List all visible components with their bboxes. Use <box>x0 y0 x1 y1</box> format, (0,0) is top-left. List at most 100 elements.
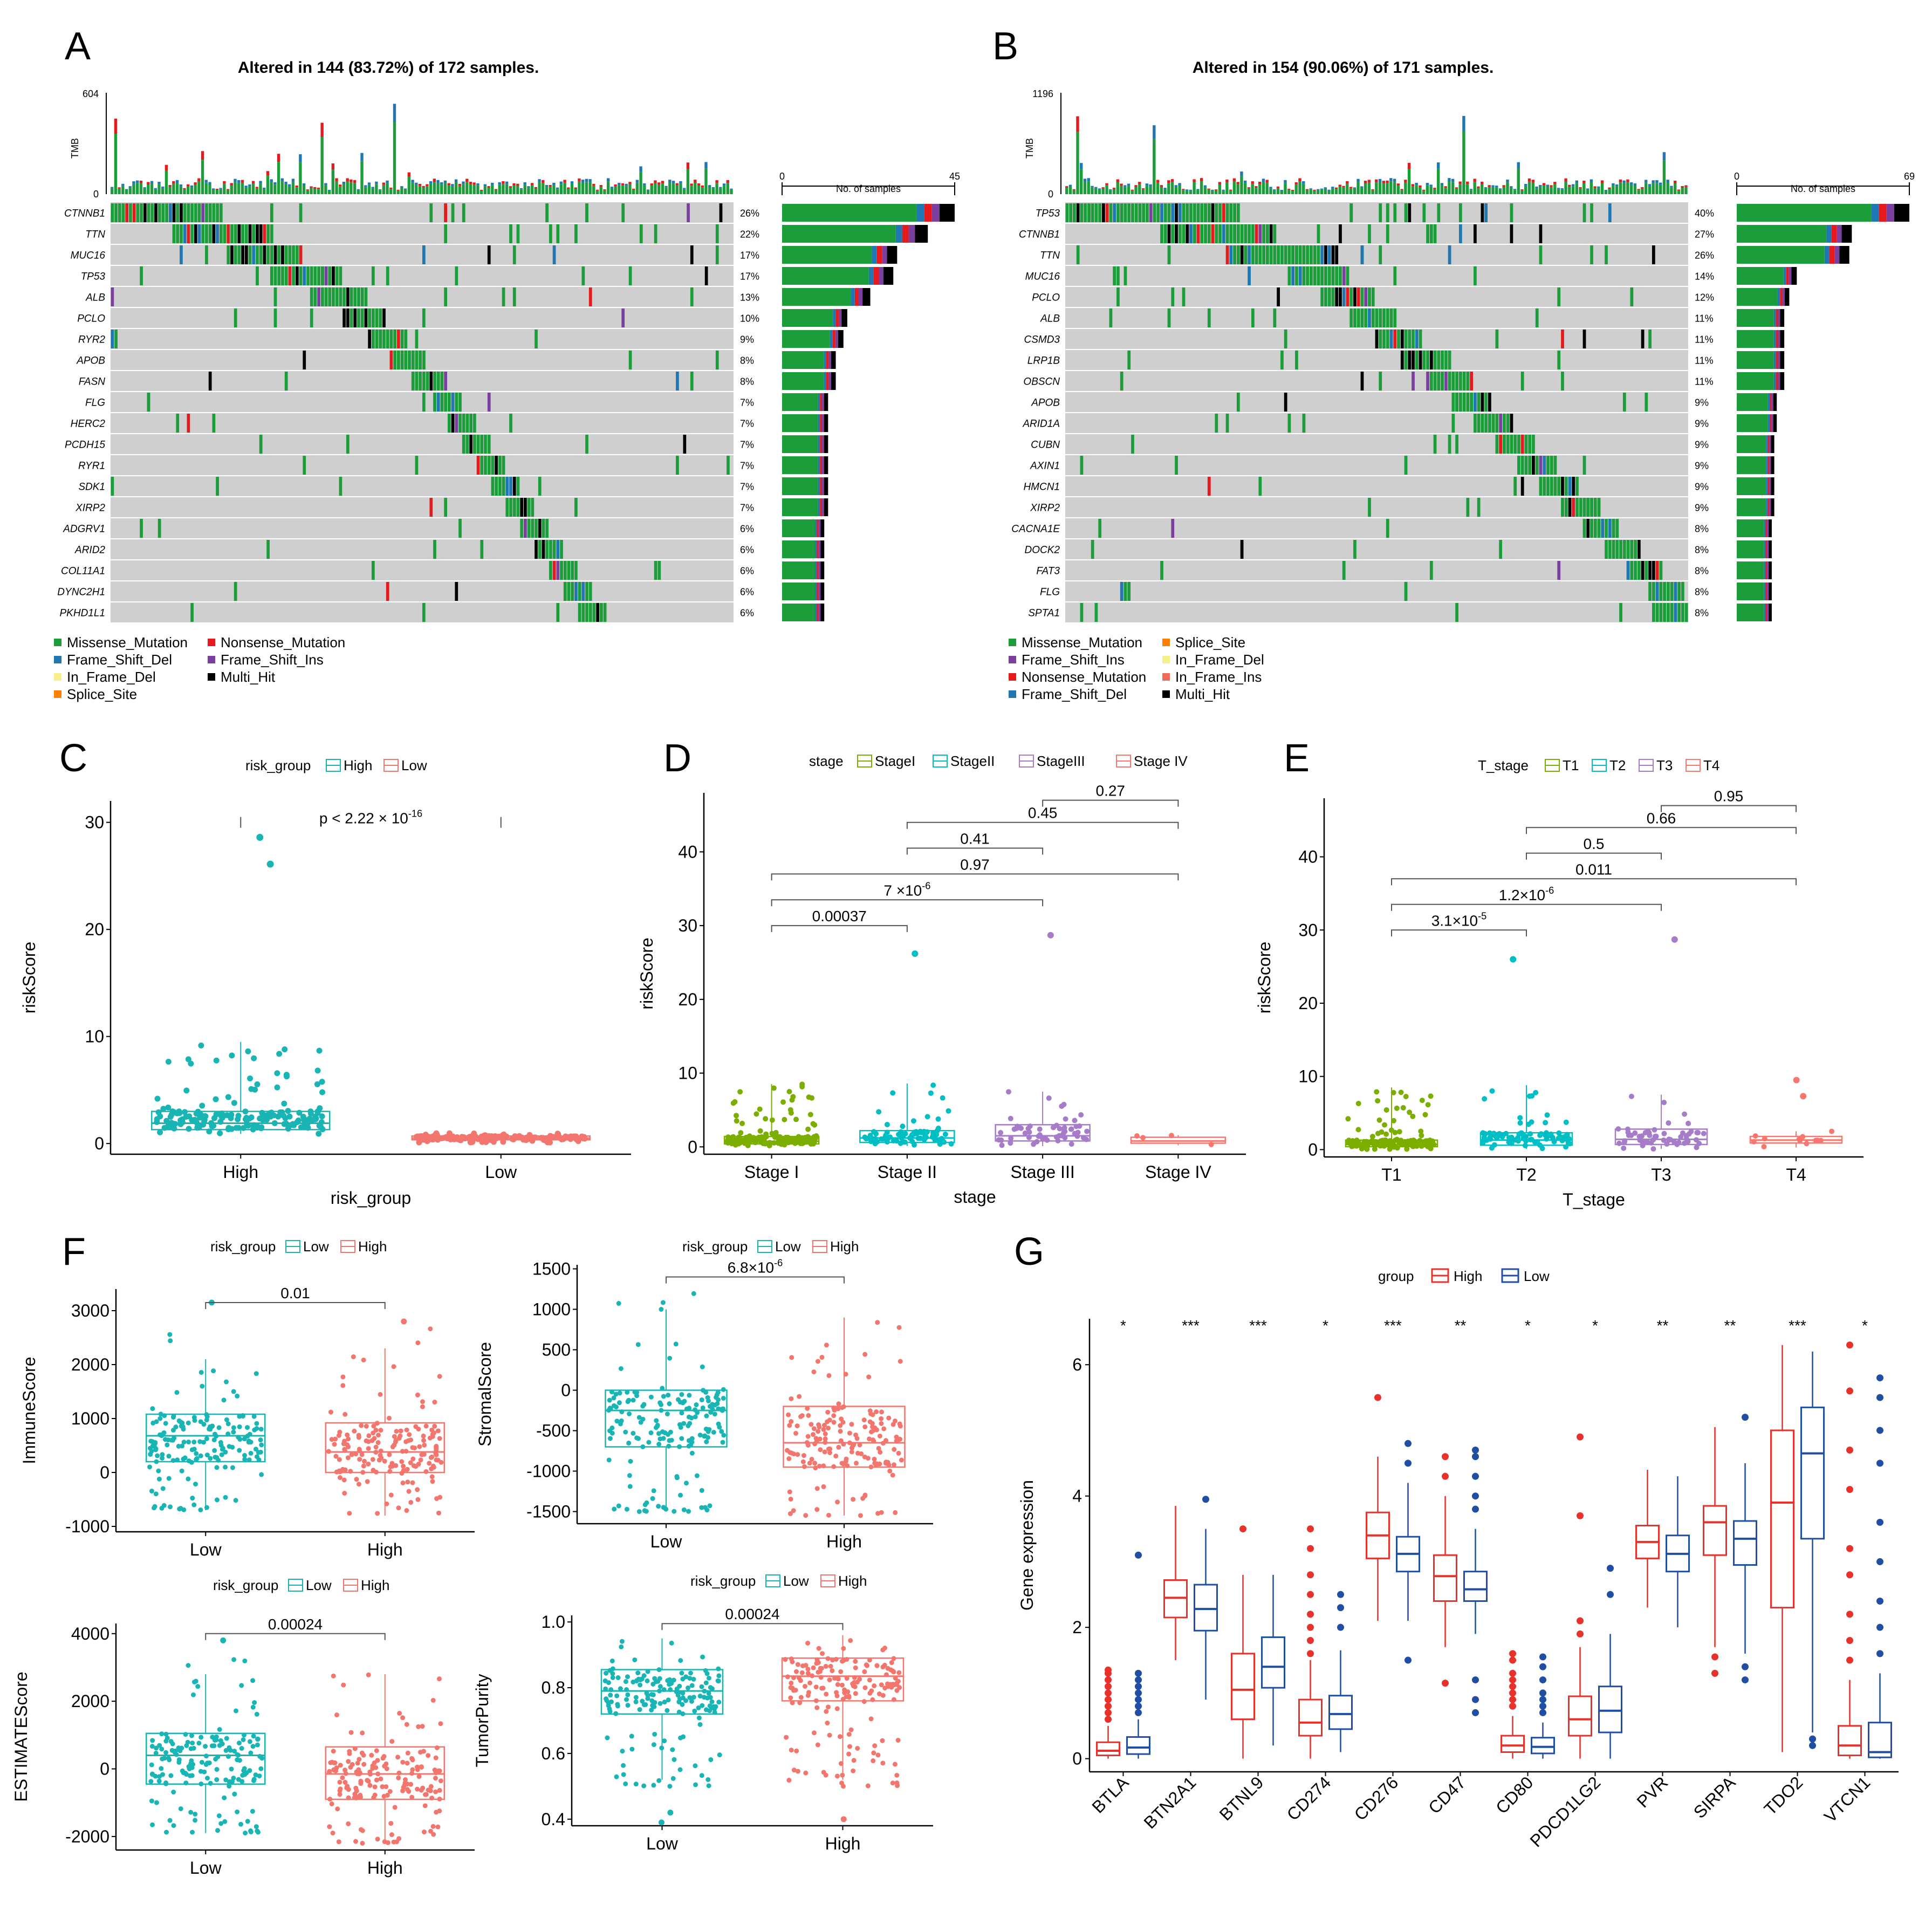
data-point <box>160 1756 165 1762</box>
data-point <box>255 1736 260 1742</box>
data-point <box>1646 1130 1652 1136</box>
mutation-cell <box>1171 224 1175 243</box>
data-point <box>840 1784 846 1789</box>
mutation-cell <box>1160 561 1163 580</box>
tmb-bar-top <box>1138 182 1141 184</box>
mutation-cell <box>1681 603 1684 622</box>
outlier-point <box>1539 1702 1546 1710</box>
data-point <box>1419 1133 1424 1139</box>
data-point <box>660 1386 665 1391</box>
data-point <box>240 1413 245 1419</box>
tmb-bar-top <box>512 183 516 186</box>
mutation-cell <box>1317 245 1320 264</box>
mutation-cell <box>509 414 512 433</box>
bracket-pvalue: 6.8×10-6 <box>728 1258 783 1276</box>
box <box>1568 1695 1592 1737</box>
mutation-cell <box>1520 456 1524 475</box>
gene-bar-segment <box>1767 604 1769 621</box>
mutation-cell <box>1470 393 1473 412</box>
tmb-bar-top <box>407 172 411 177</box>
mutation-cell <box>676 372 679 390</box>
data-point <box>867 1657 872 1663</box>
tmb-bar <box>458 186 462 194</box>
data-point <box>666 1393 671 1398</box>
data-point <box>876 1109 882 1115</box>
mutation-cell <box>683 435 687 454</box>
mutation-cell <box>1666 582 1670 601</box>
tmb-bar-top <box>1684 185 1688 187</box>
data-point <box>897 1421 902 1427</box>
data-point <box>387 1789 393 1794</box>
data-point <box>676 1709 682 1715</box>
y-tick-label: -1000 <box>65 1517 109 1536</box>
mutation-cell <box>509 224 512 243</box>
tmb-bar-top <box>443 180 447 183</box>
gene-bar-segment <box>1765 583 1767 600</box>
tmb-bar <box>610 188 614 194</box>
tmb-bar <box>1109 190 1112 194</box>
data-point <box>928 1090 934 1096</box>
tmb-bar-top <box>639 166 642 172</box>
mutation-cell <box>1225 414 1229 433</box>
mutation-cell <box>1335 245 1339 264</box>
mutation-cell <box>187 224 190 243</box>
tmb-bar <box>646 190 650 194</box>
data-point <box>1389 1139 1395 1145</box>
tmb-bar-top <box>588 179 592 182</box>
mutation-cell <box>654 224 657 243</box>
mutation-cell <box>1652 582 1655 601</box>
data-point <box>694 1402 699 1408</box>
mutation-cell <box>1619 603 1622 622</box>
mutation-cell <box>549 561 552 580</box>
data-point <box>813 1465 818 1471</box>
mutation-cell <box>1356 287 1360 306</box>
mutation-cell <box>270 245 273 264</box>
data-point <box>857 1442 862 1448</box>
data-point <box>705 1398 711 1403</box>
data-point <box>817 1463 822 1469</box>
data-point <box>1489 1145 1495 1151</box>
mutation-cell <box>1582 498 1586 517</box>
mutation-cell <box>1317 266 1320 285</box>
mutation-cell <box>556 603 560 622</box>
data-point <box>864 1662 869 1668</box>
tmb-bar-top <box>1163 188 1167 189</box>
mutation-cell <box>1193 224 1196 243</box>
mutation-cell <box>281 266 284 285</box>
tmb-bar-top <box>1305 189 1309 190</box>
mutation-cell <box>552 245 556 264</box>
bar-axis-min: 0 <box>779 171 785 182</box>
data-point <box>314 1081 320 1087</box>
data-point <box>166 1476 172 1481</box>
mutation-cell <box>227 245 230 264</box>
data-point <box>361 1752 366 1758</box>
tmb-bar <box>1535 188 1538 194</box>
gene-bar-segment <box>820 393 823 411</box>
data-point <box>223 1449 228 1455</box>
mutation-cell <box>1524 456 1528 475</box>
tmb-bar-top <box>277 154 280 162</box>
tmb-bar <box>393 121 396 194</box>
y-tick-label: 0 <box>100 1759 109 1779</box>
tmb-bar-top <box>1127 183 1131 186</box>
data-point <box>948 1141 954 1147</box>
data-point <box>791 1767 797 1773</box>
data-point <box>729 1134 735 1140</box>
mutation-cell <box>1645 393 1648 412</box>
data-point <box>157 1129 163 1135</box>
data-point <box>811 1665 816 1670</box>
tmb-bar-top <box>393 104 396 122</box>
gene-bar-segment <box>815 604 817 621</box>
gene-bar <box>782 498 818 516</box>
tmb-bar-top <box>668 180 672 183</box>
mutation-cell <box>1582 330 1586 348</box>
x-tick-label: CD276 <box>1351 1772 1402 1824</box>
data-point <box>211 1437 217 1443</box>
mutation-cell <box>339 266 342 285</box>
data-point <box>608 1693 613 1698</box>
gene-bar-segment <box>818 604 821 621</box>
mutation-cell <box>1495 435 1499 454</box>
tmb-bar <box>1637 190 1640 194</box>
data-point <box>190 1830 195 1835</box>
data-point <box>1379 1129 1385 1135</box>
